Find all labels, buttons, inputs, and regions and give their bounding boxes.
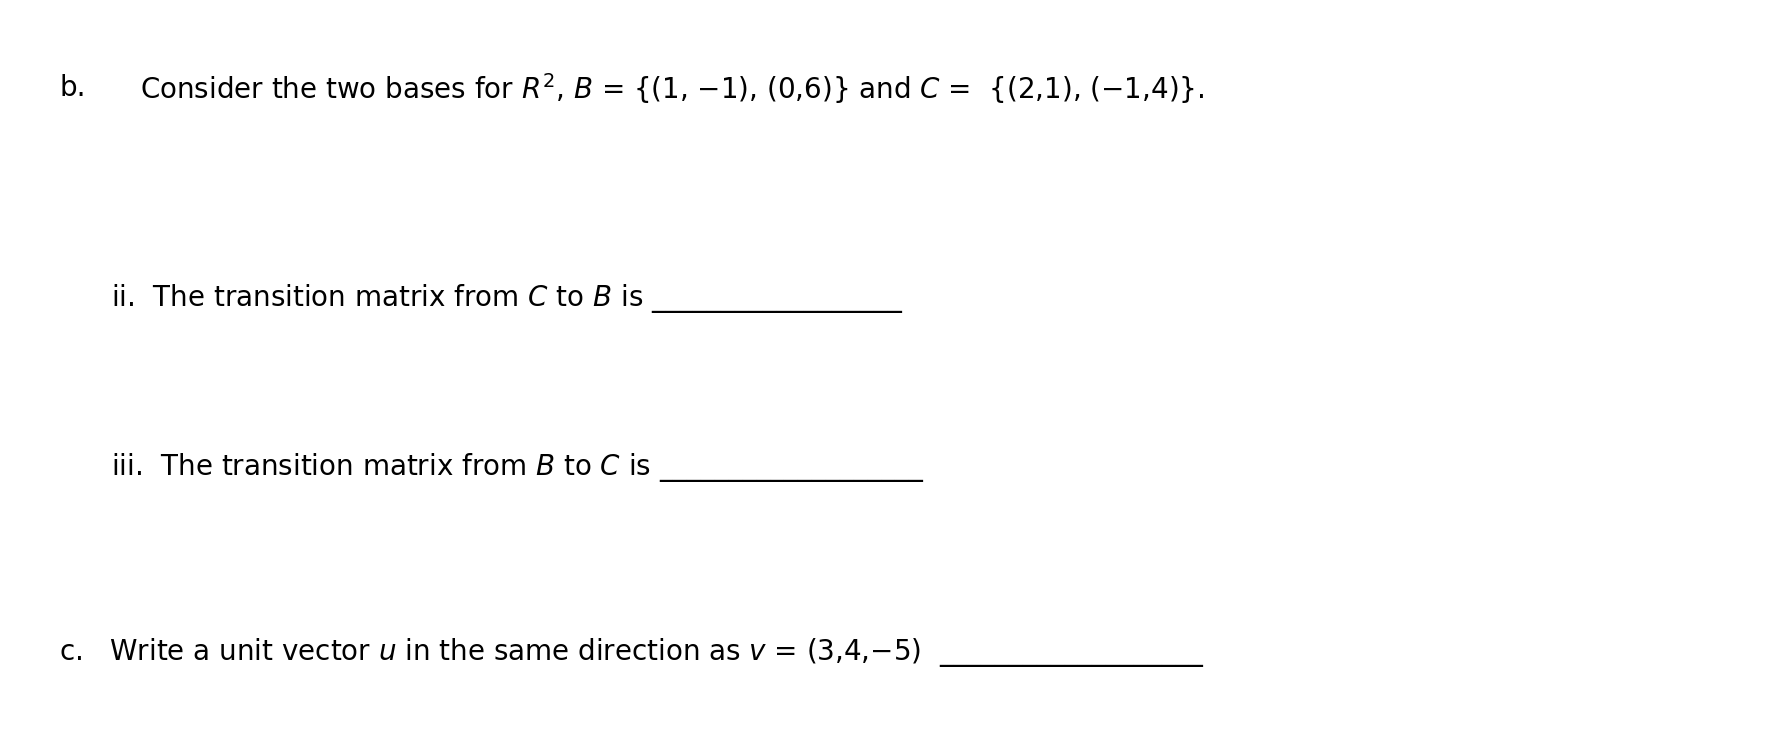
Text: c.   Write a unit vector $u$ in the same direction as $v$ = (3,4,−5)  __________: c. Write a unit vector $u$ in the same d…: [59, 636, 1206, 668]
Text: ii.  The transition matrix from $C$ to $B$ is __________________: ii. The transition matrix from $C$ to $B…: [111, 282, 903, 315]
Text: Consider the two bases for $R^2$, $B$ = {(1, −1), (0,6)} and $C$ =  {(2,1), (−1,: Consider the two bases for $R^2$, $B$ = …: [140, 71, 1204, 106]
Text: iii.  The transition matrix from $B$ to $C$ is ___________________: iii. The transition matrix from $B$ to $…: [111, 452, 925, 484]
Text: b.: b.: [59, 74, 86, 102]
